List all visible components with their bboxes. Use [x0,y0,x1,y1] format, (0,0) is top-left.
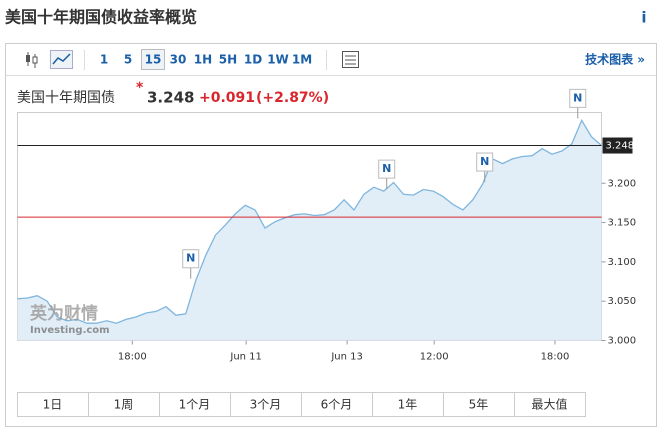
news-marker[interactable] [378,159,396,179]
interval-button[interactable]: 15 [145,53,162,67]
page-title: 美国十年期国债收益率概览 [5,8,197,27]
candle-icon[interactable] [26,52,38,68]
range-button-label: 1日 [43,398,63,412]
range-button[interactable] [372,392,444,417]
quote-name: 美国十年期国债 [17,90,115,106]
quote-change-percent: (+2.87%) [256,90,329,106]
interval-button[interactable]: 1W [267,53,289,67]
y-tick-label: 3.000 [608,336,637,347]
table-icon[interactable] [342,51,359,68]
news-marker-label: N [186,252,195,265]
quote-change: +0.091 [199,90,255,106]
interval-button[interactable]: 30 [170,53,187,67]
news-marker-label: N [480,155,489,168]
x-tick-label: 12:00 [420,352,449,363]
y-tick-label: 3.200 [608,178,637,189]
interval-button[interactable]: 1H [194,53,212,67]
news-marker-label: N [573,91,582,104]
line-icon-glyph [52,53,71,65]
range-button[interactable] [159,392,231,417]
range-button[interactable] [514,392,586,417]
range-button[interactable] [17,392,89,417]
watermark-brand: 英为财情 [30,303,98,324]
range-button-label: 5年 [469,398,489,412]
panel-border [5,43,657,427]
watermark-site: Investing.com [30,325,110,336]
y-tick-label: 3.150 [608,218,637,229]
x-tick-label: Jun 11 [229,352,262,363]
range-button-label: 1周 [114,398,134,412]
interval-button[interactable]: 1 [100,53,108,67]
y-tick-label: 3.100 [608,257,637,268]
interval-button[interactable]: 5 [124,53,132,67]
y-tick-label: 3.050 [608,296,637,307]
range-button[interactable] [230,392,302,417]
range-button-label: 3个月 [250,398,282,412]
x-tick-label: 18:00 [541,352,570,363]
news-marker-label: N [382,162,391,175]
last-price-box [602,137,633,154]
price-line [17,118,602,324]
news-marker[interactable] [476,152,494,172]
quote-marker: * [136,80,144,96]
interval-button[interactable]: 1M [292,53,312,67]
range-button-label: 6个月 [321,398,353,412]
quote-price: 3.248 [147,89,194,107]
last-price-label: 3.248 [606,141,635,152]
interval-button[interactable]: 1D [244,53,262,67]
range-button-label: 1个月 [179,398,211,412]
interval-selected [141,49,165,70]
news-marker[interactable] [182,249,200,269]
x-tick-label: Jun 13 [330,352,363,363]
advanced-chart-link[interactable]: 技术图表 » [585,52,645,67]
range-button-label: 最大值 [531,397,567,412]
range-button[interactable] [301,392,373,417]
info-icon[interactable]: i [641,9,646,27]
news-marker[interactable] [569,88,587,108]
area-fill [17,120,602,341]
x-tick-label: 18:00 [118,352,147,363]
interval-button[interactable]: 5H [219,53,237,67]
range-button[interactable] [443,392,515,417]
range-button-label: 1年 [398,398,418,412]
range-button[interactable] [88,392,160,417]
